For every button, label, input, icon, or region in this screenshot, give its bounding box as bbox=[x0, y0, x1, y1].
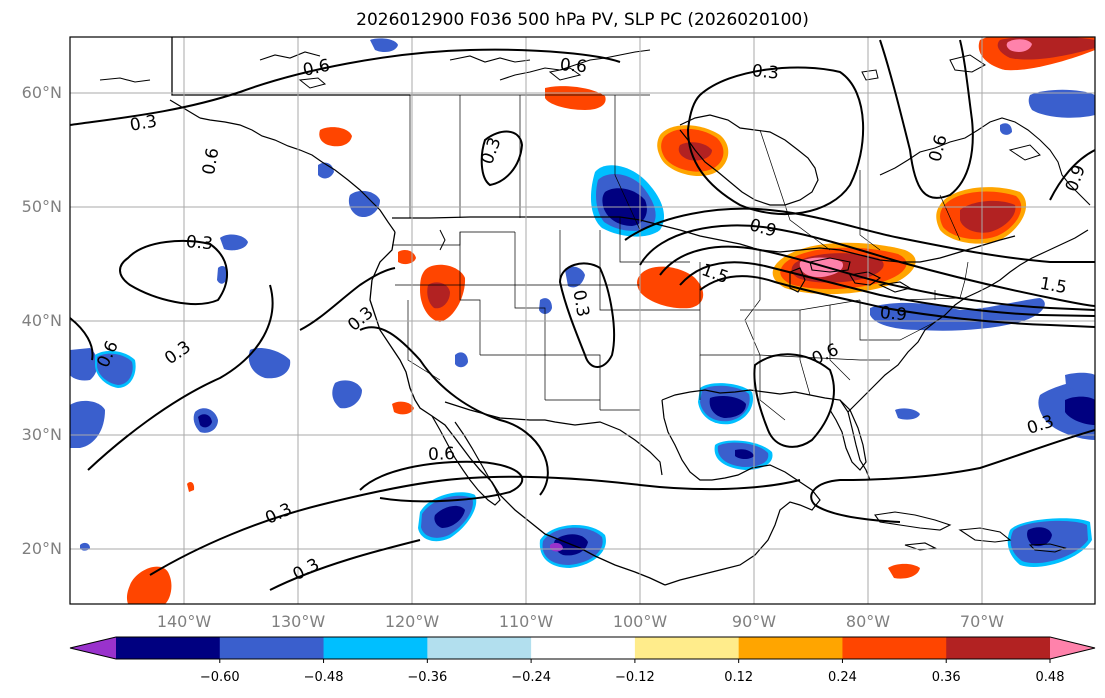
pv-shading bbox=[70, 37, 1095, 604]
contour-label: 0.6 bbox=[199, 146, 223, 176]
map-frame bbox=[69, 36, 1096, 605]
lon-label-110w: 110°W bbox=[499, 612, 554, 631]
colorbar-segment bbox=[427, 637, 532, 659]
lat-label-20n: 20°N bbox=[22, 539, 62, 558]
contour-label: 0.3 bbox=[751, 61, 780, 84]
lat-label-50n: 50°N bbox=[22, 197, 62, 216]
colorbar-segment bbox=[116, 637, 221, 659]
contour-label: 0.6 bbox=[559, 55, 588, 77]
lon-label-130w: 130°W bbox=[271, 612, 326, 631]
colorbar-tick-label: −0.60 bbox=[200, 670, 240, 685]
colorbar: −0.60 −0.48 −0.36 −0.24 −0.12 0.12 0.24 0.36 0.4… bbox=[69, 636, 1096, 685]
colorbar-segment bbox=[531, 637, 636, 659]
colorbar-segment bbox=[738, 637, 843, 659]
lon-label-70w: 70°W bbox=[960, 612, 1004, 631]
lat-label-30n: 30°N bbox=[22, 425, 62, 444]
lon-label-140w: 140°W bbox=[157, 612, 212, 631]
map-title: 2026012900 F036 500 hPa PV, SLP PC (2026… bbox=[356, 10, 809, 30]
colorbar-outline bbox=[69, 636, 1096, 660]
colorbar-segment bbox=[634, 637, 740, 659]
contour-label: 0.3 bbox=[128, 111, 158, 135]
colorbar-tick-label: 0.36 bbox=[932, 670, 961, 685]
lat-label-40n: 40°N bbox=[22, 311, 62, 330]
contour-label: 0.3 bbox=[568, 288, 592, 318]
lat-label-60n: 60°N bbox=[22, 83, 62, 102]
lon-label-120w: 120°W bbox=[385, 612, 440, 631]
colorbar-tick-label: −0.12 bbox=[615, 670, 655, 685]
colorbar-tick-label: 0.24 bbox=[828, 670, 857, 685]
graticule bbox=[70, 37, 1095, 604]
colorbar-segment bbox=[219, 637, 325, 659]
contour-label: 0.6 bbox=[428, 444, 456, 465]
lon-label-80w: 80°W bbox=[846, 612, 890, 631]
lon-label-90w: 90°W bbox=[732, 612, 776, 631]
colorbar-segment bbox=[323, 637, 428, 659]
colorbar-segment bbox=[842, 637, 947, 659]
colorbar-tick-label: −0.24 bbox=[511, 670, 551, 685]
contour-label: 0.9 bbox=[879, 303, 908, 325]
colorbar-tick-label: 0.12 bbox=[724, 670, 753, 685]
colorbar-extend-low bbox=[70, 637, 116, 659]
colorbar-segment bbox=[946, 637, 1051, 659]
colorbar-tick-label: −0.48 bbox=[304, 670, 344, 685]
slp-contours bbox=[70, 39, 1095, 591]
colorbar-tick-label: −0.36 bbox=[407, 670, 447, 685]
contour-label: 1.5 bbox=[1038, 274, 1068, 298]
lon-label-100w: 100°W bbox=[613, 612, 668, 631]
colorbar-extend-high bbox=[1050, 637, 1095, 659]
contour-label: 0.3 bbox=[185, 232, 214, 254]
colorbar-tick-label: 0.48 bbox=[1036, 670, 1065, 685]
